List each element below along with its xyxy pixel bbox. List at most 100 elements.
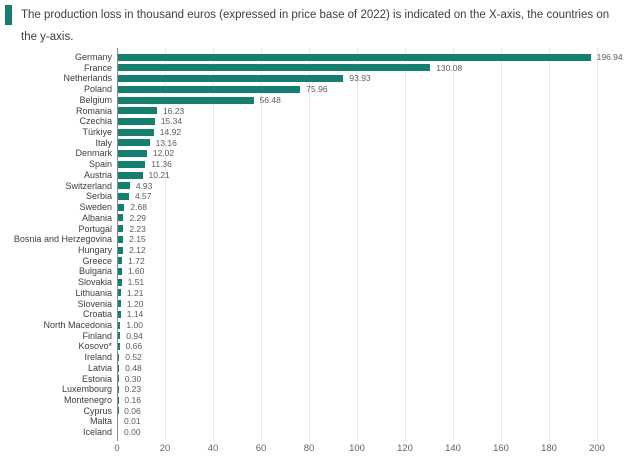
- bar-row: Austria 10.21: [0, 170, 625, 181]
- x-tick-label: 0: [114, 443, 120, 454]
- bar-row: Türkiye 14.92: [0, 127, 625, 138]
- value-label: 0.16: [124, 395, 141, 406]
- x-tick-label: 140: [445, 443, 461, 454]
- bar-row: Romania 16.23: [0, 106, 625, 117]
- value-label: 11.36: [151, 159, 172, 170]
- bar-row: Luxembourg 0.23: [0, 384, 625, 395]
- bar: [118, 96, 254, 104]
- bar-row: Germany 196.94: [0, 52, 625, 63]
- country-label: Malta: [89, 416, 112, 427]
- bar-row: Croatia 1.14: [0, 309, 625, 320]
- bar: [118, 353, 120, 361]
- bar-row: Finland 0.94: [0, 331, 625, 342]
- country-label: Kosovo*: [78, 341, 112, 352]
- bar-row: Ireland 0.52: [0, 352, 625, 363]
- value-label: 10.21: [148, 169, 170, 180]
- value-label: 0.06: [124, 405, 141, 416]
- country-label: Switzerland: [65, 180, 112, 191]
- country-label: France: [83, 62, 112, 73]
- value-label: 75.96: [306, 84, 328, 95]
- value-label: 1.20: [126, 298, 144, 309]
- bar: [118, 171, 143, 179]
- bar-row: North Macedonia 1.00: [0, 320, 625, 331]
- value-label: 0.94: [126, 330, 143, 341]
- value-label: 1.00: [126, 320, 143, 330]
- value-label: 2.12: [129, 244, 146, 255]
- bar-row: Albania 2.29: [0, 213, 625, 224]
- value-label: 0.30: [124, 373, 142, 384]
- gridline: [309, 48, 310, 441]
- gridline: [213, 48, 214, 441]
- bar-row: Hungary 2.12: [0, 245, 625, 256]
- bar-row: Denmark 12.02: [0, 148, 625, 159]
- value-label: 2.68: [130, 202, 147, 213]
- bar-row: Czechia 15.34: [0, 116, 625, 127]
- bar: [118, 214, 124, 222]
- gridline: [453, 48, 454, 441]
- country-label: Austria: [83, 169, 112, 180]
- value-label: 130.08: [436, 62, 463, 73]
- gridline: [165, 48, 166, 441]
- country-label: Italy: [95, 137, 112, 148]
- bar-row: Greece 1.72: [0, 256, 625, 267]
- country-label: Estonia: [81, 373, 112, 384]
- x-tick-label: 200: [589, 443, 605, 454]
- country-label: Bosnia and Herzegovina: [13, 234, 112, 245]
- country-label: Croatia: [82, 309, 112, 320]
- bar: [118, 64, 431, 72]
- country-label: Cyprus: [83, 405, 112, 416]
- bar: [118, 193, 129, 201]
- country-label: Denmark: [75, 148, 112, 159]
- country-label: Latvia: [87, 362, 112, 373]
- country-label: Netherlands: [63, 73, 112, 84]
- bar: [118, 321, 121, 329]
- country-label: Iceland: [82, 427, 112, 438]
- bar: [118, 75, 344, 83]
- gridline: [549, 48, 550, 441]
- bar-row: Sweden 2.68: [0, 202, 625, 213]
- country-label: Poland: [83, 84, 112, 95]
- bar: [118, 160, 146, 168]
- bar: [118, 203, 125, 211]
- country-label: Germany: [74, 52, 112, 62]
- country-label: Slovenia: [77, 298, 112, 309]
- bar: [118, 139, 150, 147]
- value-label: 196.94: [596, 52, 623, 62]
- bar: [118, 128, 154, 136]
- bar: [118, 225, 124, 233]
- country-label: Romania: [75, 105, 112, 116]
- country-label: Portugal: [78, 223, 112, 234]
- bar-row: Netherlands 93.93: [0, 73, 625, 84]
- bar: [118, 150, 147, 158]
- bar-row: Bosnia and Herzegovina 2.15: [0, 234, 625, 245]
- bar: [118, 257, 123, 265]
- bar: [118, 300, 121, 308]
- bar-row: Lithuania 1.21: [0, 288, 625, 299]
- gridline: [357, 48, 358, 441]
- bar: [118, 364, 120, 372]
- bar: [118, 268, 122, 276]
- value-label: 1.14: [126, 309, 144, 320]
- gridline: [597, 48, 598, 441]
- bar-row: France 130.08: [0, 63, 625, 74]
- value-label: 4.57: [134, 191, 152, 202]
- country-label: Spain: [88, 159, 112, 170]
- country-label: Ireland: [84, 352, 112, 363]
- value-label: 1.21: [126, 287, 144, 298]
- value-label: 1.72: [128, 255, 145, 266]
- value-label: 15.34: [160, 116, 183, 127]
- country-label: Bulgaria: [78, 266, 112, 277]
- value-label: 0.00: [124, 427, 141, 438]
- value-label: 16.23: [162, 105, 185, 116]
- x-tick-label: 40: [207, 443, 219, 454]
- country-label: North Macedonia: [43, 320, 112, 330]
- country-label: Greece: [82, 255, 112, 266]
- bar: [118, 246, 124, 254]
- bar: [118, 343, 120, 351]
- bar: [118, 53, 591, 61]
- x-tick-label: 160: [493, 443, 509, 454]
- country-label: Montenegro: [63, 395, 112, 406]
- country-label: Serbia: [85, 191, 112, 202]
- bar-row: Italy 13.16: [0, 138, 625, 149]
